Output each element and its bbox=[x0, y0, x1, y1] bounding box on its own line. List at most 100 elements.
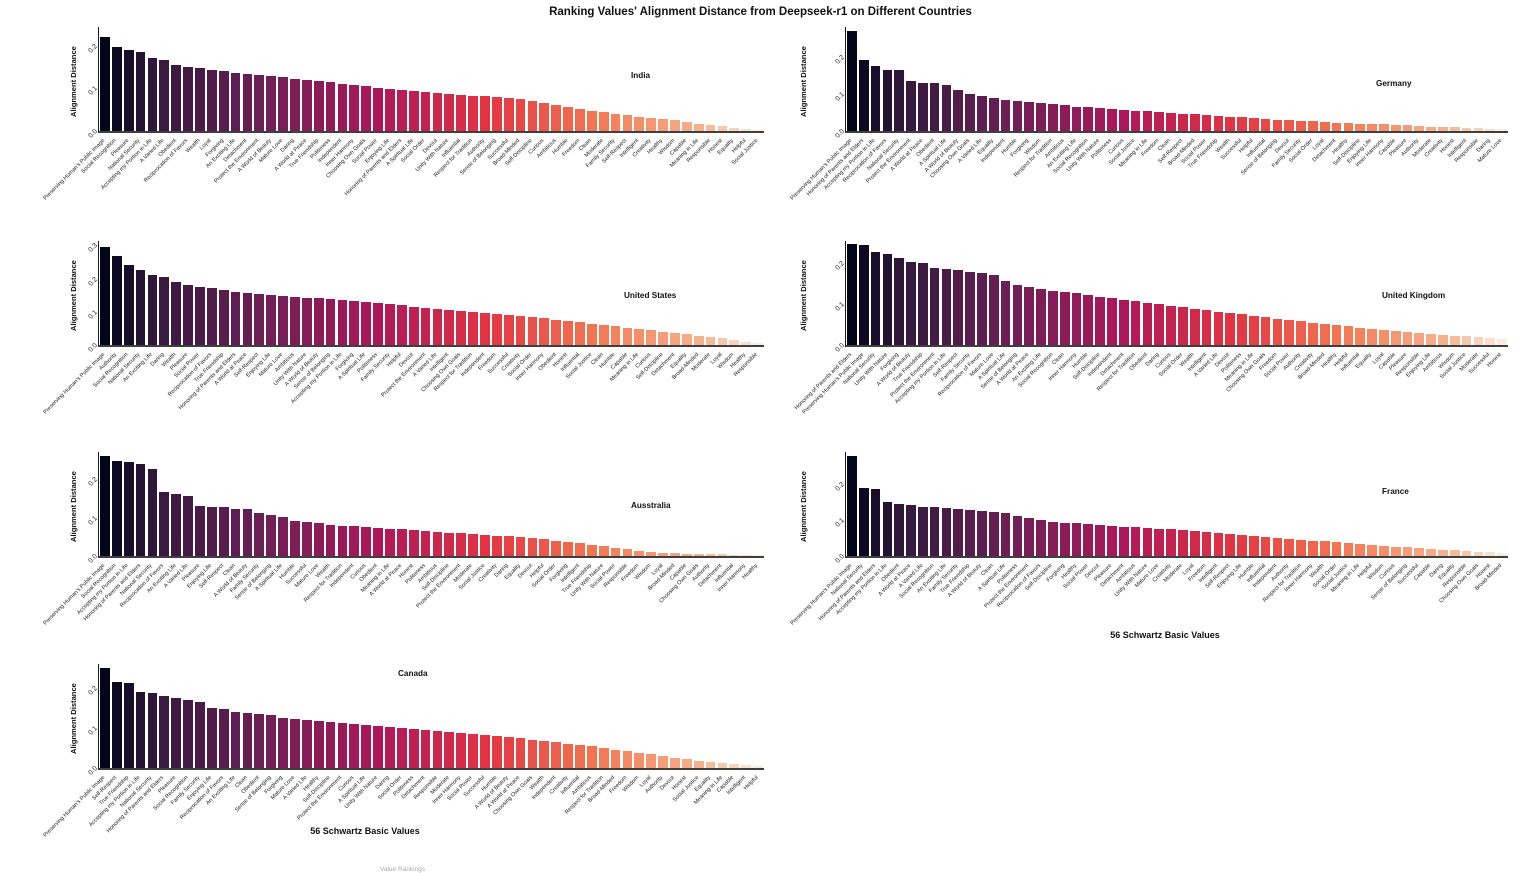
bar bbox=[575, 543, 585, 556]
bar bbox=[693, 335, 704, 345]
bar bbox=[456, 310, 467, 345]
plot-area: 0.0 0.1 0.2 India bbox=[87, 27, 764, 140]
subplot-india: Alignment Distance 0.0 0.1 0.2 India Preservi… bbox=[42, 23, 770, 231]
bar bbox=[1414, 548, 1425, 556]
bar bbox=[598, 325, 609, 345]
bar bbox=[195, 68, 205, 131]
y-tick-label: 0.1 bbox=[833, 517, 846, 529]
bar bbox=[456, 94, 467, 131]
bar bbox=[1225, 312, 1236, 345]
bar bbox=[266, 515, 277, 556]
bar bbox=[218, 289, 229, 345]
bar bbox=[1284, 538, 1295, 556]
bar bbox=[1107, 525, 1117, 556]
bar bbox=[634, 116, 645, 131]
bar bbox=[988, 274, 999, 345]
x-tick-label: Preserving Human's Public Image bbox=[42, 137, 107, 202]
bar bbox=[278, 517, 288, 556]
bar bbox=[1107, 298, 1117, 345]
y-tick-label: 0.1 bbox=[86, 308, 99, 321]
y-tick-label: 0.0 bbox=[86, 765, 99, 777]
bar bbox=[1284, 320, 1295, 345]
bar bbox=[313, 81, 324, 131]
bar bbox=[515, 738, 526, 768]
bar bbox=[420, 92, 431, 131]
bar bbox=[1083, 107, 1094, 131]
bar bbox=[705, 125, 716, 131]
bar bbox=[313, 720, 324, 768]
bar bbox=[1485, 552, 1496, 556]
bar bbox=[230, 711, 241, 768]
bar bbox=[717, 126, 728, 131]
bar bbox=[1449, 335, 1460, 345]
subplot-united-kingdom: Alignment Distance 0.0 0.1 0.2 United Kingdo… bbox=[790, 237, 1515, 445]
bar bbox=[1473, 551, 1484, 556]
y-tick-label: 0.1 bbox=[86, 725, 99, 737]
bar bbox=[1343, 122, 1354, 131]
bar bbox=[1497, 129, 1507, 131]
country-label: France bbox=[1382, 487, 1409, 496]
bar bbox=[337, 723, 348, 768]
bar bbox=[408, 90, 419, 131]
bar bbox=[444, 309, 455, 345]
bar bbox=[1178, 113, 1188, 131]
bar bbox=[135, 463, 146, 556]
bar bbox=[242, 509, 253, 556]
bar bbox=[953, 90, 964, 131]
bar bbox=[858, 487, 869, 556]
bar bbox=[598, 546, 609, 556]
bar bbox=[206, 70, 217, 131]
bar bbox=[456, 533, 467, 556]
bar bbox=[159, 276, 170, 345]
y-tick-label: 0.0 bbox=[86, 553, 99, 565]
bar bbox=[1142, 528, 1153, 556]
bar bbox=[206, 506, 217, 556]
bar bbox=[1107, 109, 1117, 131]
bar bbox=[988, 511, 999, 556]
bar bbox=[847, 243, 857, 345]
bar bbox=[953, 509, 964, 556]
bar bbox=[741, 341, 752, 345]
bar bbox=[254, 714, 265, 768]
bar bbox=[1461, 336, 1472, 345]
bar bbox=[1272, 119, 1283, 131]
bar bbox=[681, 334, 692, 345]
bar bbox=[1438, 334, 1448, 345]
x-tick-labels: Preserving Human's Public Image Honoring … bbox=[789, 133, 1507, 231]
bar bbox=[266, 76, 277, 131]
y-axis-label: Alignment Distance bbox=[799, 46, 808, 117]
bar bbox=[1390, 125, 1401, 131]
bar bbox=[385, 88, 395, 131]
bar bbox=[906, 80, 916, 131]
bar bbox=[266, 294, 277, 345]
bar bbox=[1154, 528, 1165, 556]
bar bbox=[100, 455, 110, 556]
bar bbox=[610, 326, 621, 345]
bar bbox=[894, 503, 905, 556]
bar bbox=[858, 59, 869, 131]
subplot-france: Alignment Distance 0.0 0.1 0.2 France Preserv… bbox=[789, 448, 1515, 653]
bar bbox=[646, 754, 657, 768]
bar bbox=[646, 330, 657, 345]
bar bbox=[1166, 529, 1176, 556]
bar bbox=[729, 554, 740, 556]
bar bbox=[753, 555, 763, 556]
bar bbox=[1367, 123, 1377, 131]
y-tick-label: 0.1 bbox=[86, 514, 99, 527]
bar bbox=[1130, 110, 1141, 131]
y-tick-label: 0.2 bbox=[86, 685, 99, 697]
bar bbox=[290, 520, 300, 556]
bar bbox=[1225, 116, 1236, 131]
y-axis-label: Alignment Distance bbox=[69, 260, 78, 331]
bar bbox=[1201, 115, 1212, 131]
bar bbox=[123, 683, 134, 768]
bar bbox=[622, 751, 633, 768]
bar bbox=[941, 508, 952, 556]
y-tick-label: 0.0 bbox=[86, 128, 99, 140]
bar bbox=[965, 510, 975, 556]
bar bbox=[1473, 128, 1484, 131]
bar bbox=[670, 552, 680, 556]
bar bbox=[337, 83, 348, 131]
bar bbox=[977, 510, 987, 556]
bar bbox=[658, 552, 668, 556]
